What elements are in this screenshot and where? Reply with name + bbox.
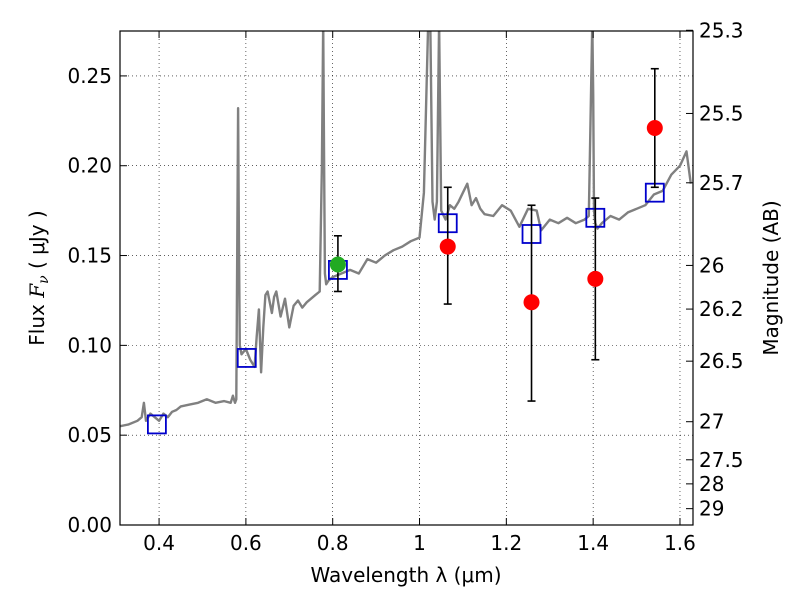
y-tick-label: 0.25: [67, 64, 112, 88]
y-tick-label: 0.10: [67, 333, 112, 357]
x-tick-label: 0.4: [143, 531, 175, 555]
observed-data-point: [587, 270, 604, 287]
x-tick-label: 1.4: [577, 531, 609, 555]
magnitude-tick-label: 26: [699, 253, 724, 277]
y2-axis-label: Magnitude (AB): [759, 200, 783, 355]
model-photometry-square: [146, 414, 167, 435]
magnitude-tick-label: 27: [699, 410, 724, 434]
model-photometry-square: [236, 348, 257, 368]
x-tick-label: 1: [413, 531, 426, 555]
spectrum-line: [120, 31, 692, 428]
observed-data-point: [439, 238, 456, 255]
x-tick-label: 1.2: [490, 531, 522, 555]
magnitude-tick-label: 25.5: [699, 101, 744, 125]
y-tick-label: 0.05: [67, 423, 112, 447]
axis-ticks: 0.4 0.6 0.8 1 1.2 1.4 1.6 0.00 0.05 0.10 0.15 0.20 0…: [67, 18, 743, 555]
magnitude-tick-label: 25.7: [699, 171, 744, 195]
plot-area: [120, 31, 692, 435]
magnitude-tick-label: 27.5: [699, 448, 744, 472]
grid-lines: [120, 31, 693, 525]
observed-data-point: [523, 294, 540, 311]
x-tick-label: 0.8: [317, 531, 349, 555]
y-tick-label: 0.15: [67, 244, 112, 268]
y-tick-label: 0.20: [67, 154, 112, 178]
magnitude-tick-label: 25.3: [699, 18, 744, 42]
y-tick-label: 0.00: [67, 513, 112, 537]
y-axis-label: Flux Fν ( μJy ): [25, 210, 52, 345]
plot-frame: [119, 30, 694, 526]
magnitude-tick-label: 29: [699, 497, 724, 521]
observed-data-point: [329, 256, 346, 273]
magnitude-tick-label: 26.2: [699, 297, 744, 321]
x-tick-label: 1.6: [664, 531, 696, 555]
x-tick-label: 0.6: [230, 531, 262, 555]
x-axis-label: Wavelength λ (μm): [310, 563, 501, 587]
magnitude-tick-label: 26.5: [699, 349, 744, 373]
magnitude-tick-label: 28: [699, 472, 724, 496]
observed-data-point: [646, 120, 663, 137]
